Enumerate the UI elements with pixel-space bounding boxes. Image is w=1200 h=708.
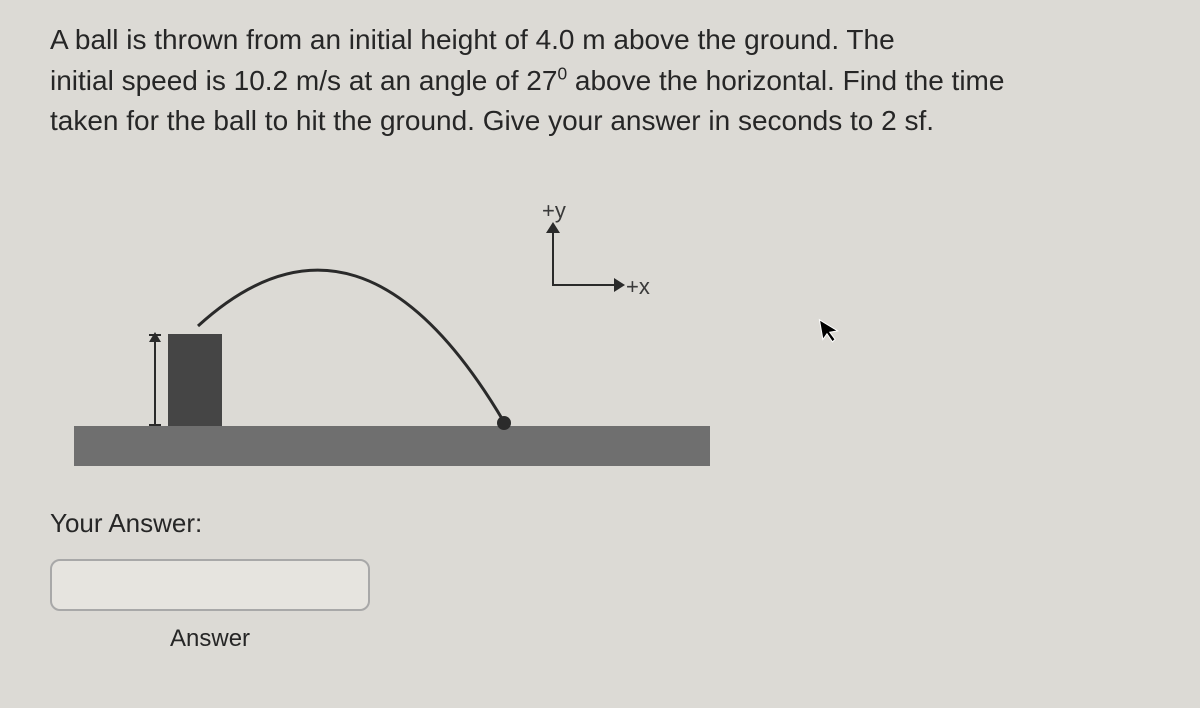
height-ruler: [154, 334, 156, 426]
answer-block: Your Answer: Answer: [50, 508, 1150, 653]
answer-label: Answer: [170, 625, 1150, 653]
q-line1: A ball is thrown from an initial height …: [50, 24, 895, 55]
q-line2-post: above the horizontal. Find the time: [567, 65, 1004, 96]
axis-y-label: +y: [542, 198, 566, 224]
height-ruler-arrow: [149, 332, 161, 342]
ball: [497, 416, 511, 430]
coordinate-axes: +y +x: [540, 226, 660, 326]
diagram: +y +x: [50, 160, 730, 500]
pedestal: [168, 334, 222, 426]
axis-y-line: [552, 230, 554, 284]
q-line2-sup: 0: [557, 63, 567, 83]
answer-input[interactable]: [50, 559, 370, 611]
axis-x-label: +x: [626, 274, 650, 300]
axis-x-arrow-icon: [614, 278, 625, 292]
q-line3: taken for the ball to hit the ground. Gi…: [50, 105, 934, 136]
question-text: A ball is thrown from an initial height …: [50, 20, 1150, 142]
q-line2-pre: initial speed is 10.2 m/s at an angle of…: [50, 65, 557, 96]
cursor-icon: [817, 314, 845, 352]
ground-bar: [74, 426, 710, 466]
your-answer-label: Your Answer:: [50, 508, 1150, 539]
axis-x-line: [552, 284, 618, 286]
